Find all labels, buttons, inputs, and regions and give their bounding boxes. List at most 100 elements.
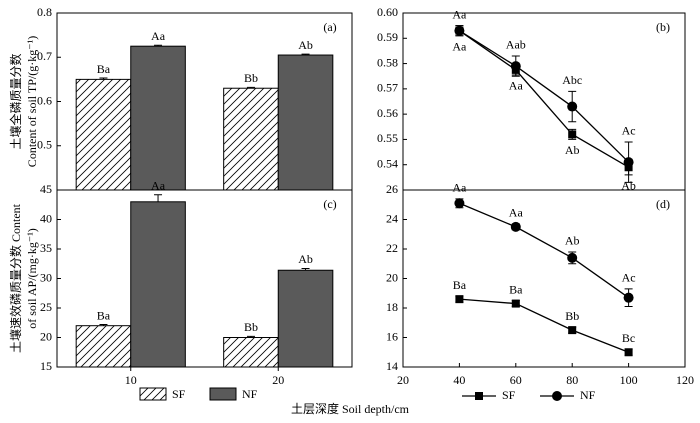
x-tick-label: 10	[125, 373, 137, 387]
x-tick-label: 20	[272, 373, 284, 387]
point	[510, 221, 521, 232]
y-tick-label: 40	[40, 211, 52, 225]
error-bar	[301, 53, 310, 56]
y-tick-label: 0.57	[377, 81, 398, 95]
value-label: Bb	[244, 71, 258, 85]
y-tick-label: 0.59	[377, 30, 398, 44]
y-axis-title: of soil AP/(mg·kg⁻¹)	[25, 228, 39, 329]
point	[567, 101, 578, 112]
panel-label: (c)	[323, 197, 336, 211]
value-label: Aa	[151, 29, 166, 43]
value-label: Bb	[565, 309, 579, 323]
error-bar	[301, 267, 310, 271]
bar	[223, 337, 279, 368]
x-tick-label: 120	[676, 373, 694, 387]
point	[454, 25, 465, 36]
value-label: Aa	[509, 79, 524, 93]
value-label: Aab	[506, 38, 526, 52]
value-label: Bb	[244, 320, 258, 334]
value-label: Aa	[452, 7, 467, 21]
y-tick-label: 20	[40, 329, 52, 343]
bar	[130, 45, 186, 191]
y-tick-label: 24	[386, 211, 398, 225]
point	[454, 198, 465, 209]
series-line	[459, 202, 629, 299]
y-tick-label: 25	[40, 300, 52, 314]
value-label: Ab	[565, 143, 580, 157]
value-label: Ac	[622, 124, 636, 138]
x-tick-label: 20	[397, 373, 409, 387]
y-tick-label: 0.6	[37, 93, 52, 107]
point	[568, 130, 577, 139]
bar	[75, 325, 132, 368]
y-tick-label: 0.7	[37, 49, 52, 63]
value-label: Aa	[452, 40, 467, 54]
legend-swatch	[209, 387, 237, 401]
y-tick-label: 35	[40, 241, 52, 255]
series-line	[459, 298, 629, 353]
value-label: Aa	[151, 178, 166, 192]
bar	[75, 78, 132, 191]
point	[568, 326, 577, 335]
x-axis-title: 土层深度 Soil depth/cm	[291, 401, 410, 416]
x-tick-label: 80	[566, 373, 578, 387]
legend-marker	[552, 391, 562, 401]
error-bar	[99, 77, 108, 80]
x-tick-label: 60	[510, 373, 522, 387]
y-tick-label: 45	[40, 182, 52, 196]
legend-label: SF	[172, 387, 186, 401]
point	[624, 348, 633, 357]
y-tick-label: 0.60	[377, 5, 398, 19]
value-label: Ba	[97, 62, 111, 76]
panel-label: (b)	[656, 20, 670, 34]
plot-frame	[402, 189, 686, 368]
y-tick-label: 18	[386, 300, 398, 314]
y-tick-label: 15	[40, 359, 52, 373]
y-tick-label: 0.54	[377, 156, 398, 170]
y-axis-title: 土壤速效磷质量分数 Content	[8, 203, 23, 353]
value-label: Ba	[97, 308, 111, 322]
error-bar	[154, 194, 163, 202]
error-bar	[99, 324, 108, 326]
y-axis-title: 土壤全磷质量分数	[8, 53, 23, 149]
x-tick-label: 100	[620, 373, 638, 387]
y-tick-label: 16	[386, 329, 398, 343]
y-tick-label: 0.56	[377, 106, 398, 120]
point	[510, 61, 521, 72]
y-tick-label: 0.8	[37, 5, 52, 19]
x-tick-label: 40	[453, 373, 465, 387]
error-bar	[246, 335, 255, 338]
series-line	[459, 30, 630, 163]
y-tick-label: 14	[386, 359, 398, 373]
value-label: Ac	[622, 271, 636, 285]
error-bar	[246, 86, 255, 89]
bar	[223, 87, 279, 191]
value-label: Bc	[622, 331, 635, 345]
value-label: Aa	[452, 181, 467, 195]
value-label: Ab	[298, 38, 313, 52]
value-label: Ab	[298, 252, 313, 266]
legend-label: NF	[242, 387, 258, 401]
series-line	[459, 30, 629, 168]
value-label: Abc	[562, 73, 582, 87]
value-label: Ab	[565, 234, 580, 248]
value-label: Ba	[453, 278, 467, 292]
bar	[130, 201, 186, 368]
bar	[277, 54, 334, 191]
bar	[277, 269, 334, 368]
legend-label: SF	[502, 388, 516, 402]
y-axis-title: Content of soil TP/(g·kg⁻¹)	[25, 36, 39, 167]
y-tick-label: 30	[40, 270, 52, 284]
legend-swatch	[139, 387, 167, 401]
point	[567, 252, 578, 263]
point	[623, 157, 634, 168]
value-label: Aa	[509, 206, 524, 220]
value-label: Ba	[509, 282, 523, 296]
y-tick-label: 22	[386, 241, 398, 255]
legend-label: NF	[580, 388, 596, 402]
y-tick-label: 0.58	[377, 55, 398, 69]
point	[511, 299, 520, 308]
panel-label: (a)	[323, 20, 336, 34]
point	[455, 295, 464, 304]
panel-label: (d)	[656, 197, 670, 211]
